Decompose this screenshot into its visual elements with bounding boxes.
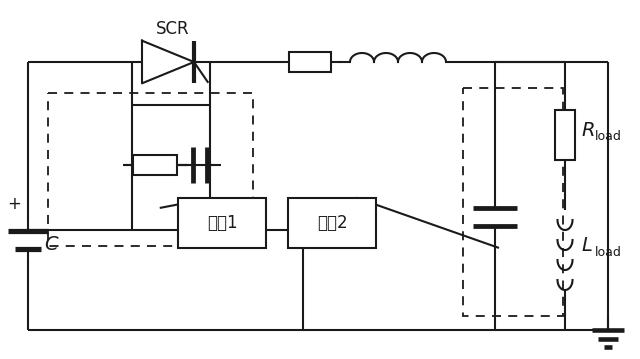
Text: $+$: $+$	[7, 195, 21, 213]
Bar	[48, 93, 253, 246]
Text: 方案1: 方案1	[207, 214, 237, 232]
Bar	[289, 52, 331, 72]
Bar	[178, 198, 266, 248]
Text: $C$: $C$	[44, 236, 60, 254]
Text: load: load	[595, 246, 622, 258]
Bar	[288, 198, 376, 248]
Bar	[133, 155, 177, 175]
Text: SCR: SCR	[156, 20, 190, 38]
Text: 方案2: 方案2	[317, 214, 348, 232]
Bar	[555, 110, 575, 160]
Text: load: load	[595, 131, 622, 144]
Text: $L$: $L$	[581, 237, 593, 255]
Bar	[463, 88, 563, 316]
Text: $R$: $R$	[581, 122, 595, 140]
